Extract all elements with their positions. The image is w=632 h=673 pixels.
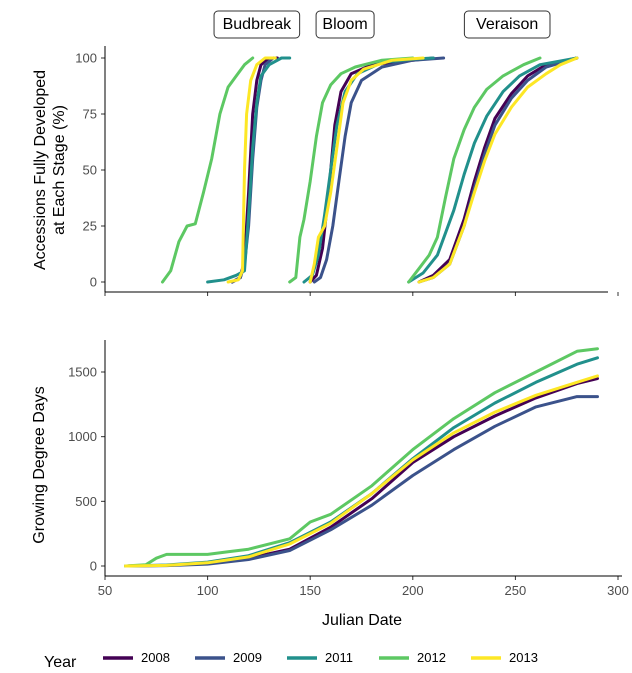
bottom-y-tick-label: 1500 — [68, 365, 97, 380]
legend: Year 2008 2009 2011 2012 2013 — [44, 650, 538, 671]
series-2012-stage-3-line — [407, 56, 542, 284]
top-y-tick-label: 50 — [83, 163, 97, 178]
stage-label-box — [463, 10, 551, 39]
bottom-x-axis-ticks: 50 100 150 200 250 300 — [98, 576, 629, 598]
series-2012-gdd-line — [124, 347, 599, 568]
bottom-y-tick-label: 500 — [75, 494, 97, 509]
legend-item-2012: 2012 — [379, 650, 446, 665]
legend-item-2013: 2013 — [471, 650, 538, 665]
top-series-lines — [161, 56, 579, 284]
stage-label-text: Bloom — [322, 16, 367, 33]
series-2011-stage-1-line — [206, 56, 292, 284]
bottom-x-tick-label: 100 — [197, 583, 219, 598]
top-x-axis-ticks — [104, 292, 619, 296]
legend-items: 2008 2009 2011 2012 2013 — [103, 650, 538, 665]
series-2012-stage-1-line — [161, 56, 255, 284]
legend-item-2011: 2011 — [287, 650, 353, 665]
x-axis-title: Julian Date — [322, 612, 402, 629]
bottom-x-tick-label: 150 — [299, 583, 321, 598]
bottom-x-tick-label: 250 — [505, 583, 527, 598]
stage-label-budbreak: Budbreak — [213, 10, 301, 39]
legend-title: Year — [44, 654, 77, 671]
series-2013-stage-1-line — [226, 56, 277, 284]
legend-label-2012: 2012 — [417, 650, 446, 665]
series-2012-stage-2-line — [288, 56, 415, 284]
legend-item-2009: 2009 — [195, 650, 262, 665]
stage-label-box — [315, 10, 375, 39]
bottom-y-axis-ticks: 0 500 1000 1500 — [68, 365, 105, 574]
series-2008-stage-3-line — [417, 56, 579, 284]
top-y-axis-ticks: 0 25 50 75 100 — [75, 51, 105, 290]
stage-label-bloom: Bloom — [315, 10, 375, 39]
top-panel: Budbreak Bloom Veraison 0 25 50 75 100 Accessi… — [32, 10, 619, 296]
bottom-y-tick-label: 0 — [90, 559, 97, 574]
top-y-tick-label: 25 — [83, 219, 97, 234]
top-y-tick-label: 100 — [75, 51, 97, 66]
bottom-series-lines — [124, 347, 599, 568]
stage-label-veraison: Veraison — [463, 10, 551, 39]
legend-label-2013: 2013 — [509, 650, 538, 665]
top-y-axis-title-line2: at Each Stage (%) — [51, 105, 68, 235]
series-2009-stage-2-line — [312, 56, 446, 284]
bottom-x-tick-label: 50 — [98, 583, 112, 598]
series-2013-stage-2-line — [308, 56, 425, 284]
series-2013-gdd-line — [124, 374, 599, 568]
top-y-axis-title-line1: Accessions Fully Developed — [32, 70, 49, 270]
legend-label-2008: 2008 — [141, 650, 170, 665]
stage-label-box — [213, 10, 301, 39]
top-y-tick-label: 75 — [83, 107, 97, 122]
stage-labels: Budbreak Bloom Veraison — [213, 10, 551, 39]
stage-label-text: Veraison — [476, 16, 538, 33]
series-2011-stage-3-line — [407, 56, 579, 284]
bottom-x-tick-label: 300 — [607, 583, 629, 598]
legend-label-2011: 2011 — [325, 650, 353, 665]
top-y-tick-label: 0 — [90, 275, 97, 290]
legend-item-2008: 2008 — [103, 650, 170, 665]
stage-label-text: Budbreak — [223, 16, 292, 33]
bottom-panel: 0 500 1000 1500 50 100 150 200 250 300 Growing D… — [31, 340, 629, 629]
bottom-y-tick-label: 1000 — [68, 429, 97, 444]
series-2013-stage-3-line — [417, 56, 579, 284]
legend-label-2009: 2009 — [233, 650, 262, 665]
bottom-x-tick-label: 200 — [402, 583, 424, 598]
bottom-y-axis-title: Growing Degree Days — [31, 386, 48, 543]
